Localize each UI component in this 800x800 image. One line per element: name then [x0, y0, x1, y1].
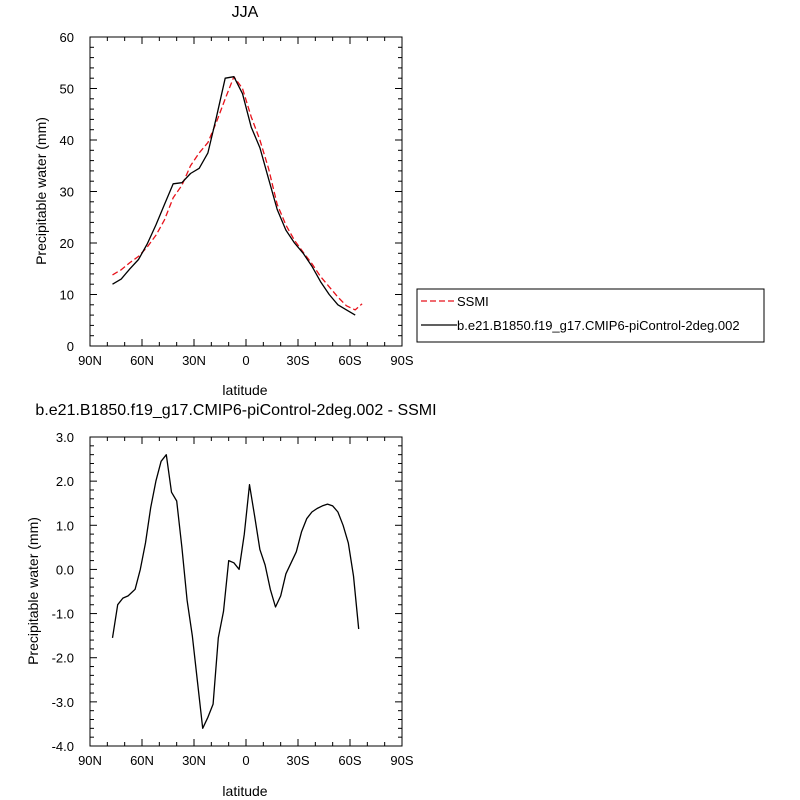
- y-tick-label: -3.0: [52, 695, 74, 710]
- y-tick-label: 20: [60, 236, 74, 251]
- y-tick-label: 1.0: [56, 518, 74, 533]
- bottom-x-axis-label: latitude: [222, 783, 267, 799]
- y-tick-label: 2.0: [56, 474, 74, 489]
- x-tick-label: 30S: [286, 353, 309, 368]
- series-line-0: [112, 76, 363, 311]
- bottom-ticks: 90N 60N 30N 0 30S 60S 90S -4.0 -3.0 -2.0 -1.0 0.0 1.…: [52, 430, 414, 768]
- legend-label-model: b.e21.B1850.f19_g17.CMIP6-piControl-2deg…: [457, 318, 740, 333]
- bottom-series: [111, 454, 360, 729]
- series-line-1: [112, 76, 356, 316]
- x-tick-label: 30N: [182, 753, 206, 768]
- y-tick-label: 50: [60, 82, 74, 97]
- y-tick-label: 0.0: [56, 562, 74, 577]
- y-tick-label: -1.0: [52, 607, 74, 622]
- legend: SSMI b.e21.B1850.f19_g17.CMIP6-piControl…: [416, 288, 765, 343]
- bottom-chart-title: b.e21.B1850.f19_g17.CMIP6-piControl-2deg…: [35, 402, 436, 419]
- x-tick-label: 60S: [338, 353, 361, 368]
- x-tick-label: 90S: [390, 353, 413, 368]
- top-chart-title: JJA: [232, 4, 259, 21]
- x-tick-label: 60N: [130, 753, 154, 768]
- y-tick-label: 30: [60, 185, 74, 200]
- bottom-panel: b.e21.B1850.f19_g17.CMIP6-piControl-2deg…: [25, 402, 437, 799]
- legend-label-ssmi: SSMI: [457, 294, 489, 309]
- series-line-0: [111, 454, 360, 729]
- legend-box: [416, 288, 765, 343]
- top-y-axis-label: Precipitable water (mm): [33, 117, 49, 265]
- x-tick-label: 0: [242, 353, 249, 368]
- top-plot-frame: [89, 36, 403, 347]
- x-tick-label: 0: [242, 753, 249, 768]
- x-tick-label: 30N: [182, 353, 206, 368]
- bottom-y-axis-label: Precipitable water (mm): [25, 517, 41, 665]
- x-tick-label: 60N: [130, 353, 154, 368]
- x-tick-label: 60S: [338, 753, 361, 768]
- y-tick-label: 10: [60, 288, 74, 303]
- y-tick-label: 60: [60, 30, 74, 45]
- y-tick-label: -4.0: [52, 739, 74, 754]
- y-tick-label: -2.0: [52, 651, 74, 666]
- top-x-axis-label: latitude: [222, 382, 267, 398]
- y-tick-label: 3.0: [56, 430, 74, 445]
- x-tick-label: 30S: [286, 753, 309, 768]
- x-tick-label: 90N: [78, 353, 102, 368]
- y-tick-label: 40: [60, 133, 74, 148]
- y-tick-label: 0: [67, 339, 74, 354]
- top-series: [112, 76, 363, 316]
- top-ticks: 90N 60N 30N 0 30S 60S 90S 0 10 20 30 40 50 60: [60, 30, 414, 368]
- x-tick-label: 90S: [390, 753, 413, 768]
- top-panel: JJA 90N 60N 30N 0 30S 60S 90S 0 10 20 30 40 50 60 lat…: [33, 4, 765, 398]
- x-tick-label: 90N: [78, 753, 102, 768]
